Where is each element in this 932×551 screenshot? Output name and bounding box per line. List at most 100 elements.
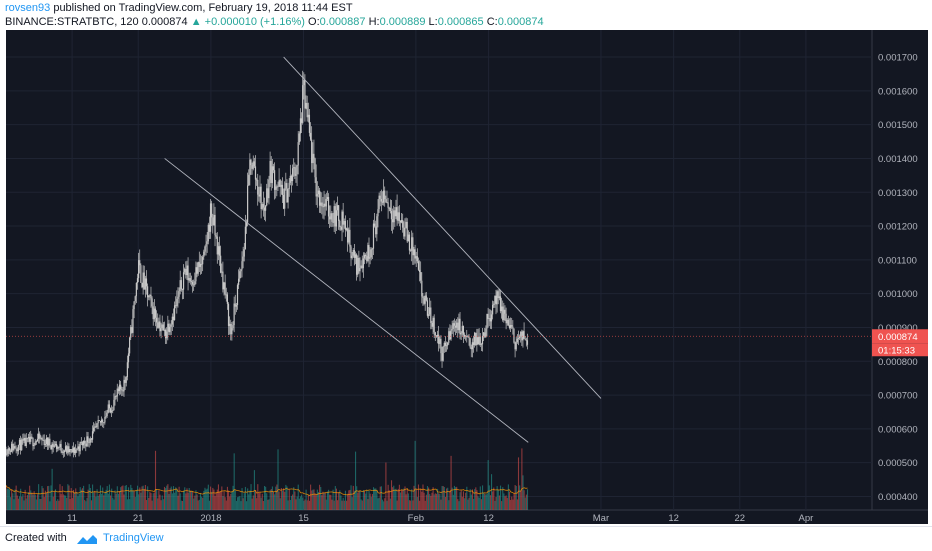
volume-bar: [313, 489, 315, 510]
volume-bar: [195, 490, 197, 510]
candle-body: [200, 263, 203, 265]
candle-body: [52, 443, 54, 447]
candle-body: [493, 303, 495, 305]
volume-bar: [426, 486, 429, 510]
candle-body: [205, 244, 207, 247]
volume-bar: [41, 485, 43, 510]
candle-body: [63, 450, 66, 453]
lower-trendline[interactable]: [164, 158, 529, 443]
candle-body: [488, 318, 490, 319]
candle-body: [202, 256, 204, 265]
volume-bar: [385, 462, 387, 510]
y-tick-label: 0.001700: [878, 53, 918, 64]
candle-body: [471, 342, 473, 350]
candle-body: [231, 328, 233, 335]
volume-bar: [112, 497, 114, 510]
candle-body: [316, 194, 318, 197]
candle-body: [114, 396, 116, 400]
volume-bar: [217, 484, 220, 510]
change-value: +0.000010 (+1.16%): [204, 16, 305, 28]
volume-bar: [413, 485, 415, 510]
volume-bar: [343, 500, 345, 510]
volume-bar: [341, 500, 343, 510]
candle-body: [104, 417, 106, 423]
chart-area[interactable]: 0.001700 0.001600 0.001500 0.001400 0.001300…: [6, 30, 928, 524]
volume-bar: [105, 489, 107, 510]
volume-bar: [305, 489, 307, 510]
volume-bar: [222, 496, 224, 510]
volume-bar: [89, 487, 91, 510]
volume-bar: [279, 498, 281, 510]
volume-bar: [144, 484, 146, 510]
volume-bar: [434, 493, 436, 510]
candle-body: [142, 272, 144, 288]
volume-bar: [460, 490, 462, 510]
candle-body: [160, 328, 162, 332]
candle-body: [153, 308, 155, 320]
volume-bar: [423, 492, 425, 510]
volume-bar: [250, 484, 252, 510]
candle-body: [138, 260, 140, 279]
price-scale[interactable]: [872, 30, 928, 510]
candle-body: [245, 222, 248, 227]
tradingview-brand-link[interactable]: TradingView: [103, 532, 164, 544]
volume-bar: [438, 493, 440, 510]
x-tick-label: 22: [734, 513, 745, 524]
candle-body: [411, 237, 413, 251]
time-scale[interactable]: [6, 510, 928, 524]
volume-bar: [241, 488, 243, 510]
candle-body: [95, 426, 97, 428]
candle-body: [423, 298, 425, 304]
candle-body: [241, 261, 243, 270]
candle-body: [44, 443, 46, 446]
volume-bar: [177, 495, 179, 510]
volume-bar: [296, 496, 298, 510]
candle-body: [286, 183, 288, 203]
y-tick-label: 0.000500: [878, 458, 918, 469]
candle-body: [27, 437, 30, 439]
candle-body: [54, 444, 57, 446]
volume-bar: [297, 484, 299, 510]
publish-line: rovsen93 published on TradingView.com, F…: [5, 2, 353, 14]
candle-body: [521, 331, 523, 341]
volume-bar: [190, 491, 193, 510]
candle-body: [322, 206, 324, 208]
candle-body: [26, 437, 28, 439]
candle-body: [352, 249, 354, 256]
candle-body: [253, 161, 255, 167]
volume-bar: [113, 499, 115, 510]
upper-trendline[interactable]: [283, 56, 602, 399]
symbol-label[interactable]: BINANCE:STRATBTC, 120: [5, 16, 139, 28]
volume-bar: [156, 489, 158, 510]
volume-bar: [334, 486, 336, 510]
x-tick-label: 21: [133, 513, 144, 524]
volume-bar: [81, 488, 84, 510]
candle-series[interactable]: [6, 70, 529, 458]
volume-bar: [23, 500, 25, 510]
volume-bar: [513, 494, 515, 510]
volume-bar: [456, 486, 458, 510]
candle-body: [238, 278, 240, 286]
volume-bar: [347, 493, 349, 510]
candle-body: [305, 102, 307, 109]
candle-body: [425, 295, 427, 301]
volume-bar: [198, 499, 200, 510]
volume-bar: [52, 496, 54, 510]
candle-body: [102, 419, 104, 423]
author-link[interactable]: rovsen93: [5, 2, 51, 14]
candle-body: [189, 278, 191, 282]
candle-body: [196, 267, 198, 274]
volume-bar: [162, 499, 164, 510]
candle-body: [470, 347, 472, 350]
candle-body: [61, 451, 63, 453]
candle-body: [502, 306, 504, 321]
candle-body: [450, 330, 452, 340]
candle-body: [459, 318, 461, 335]
volume-bar: [7, 488, 9, 510]
candle-body: [358, 257, 360, 272]
price-chart[interactable]: 0.001700 0.001600 0.001500 0.001400 0.001300…: [6, 30, 928, 524]
volume-bar: [110, 495, 112, 510]
candle-body: [272, 166, 275, 171]
y-tick-label: 0.001400: [878, 154, 918, 165]
x-tick-label: 12: [483, 513, 494, 524]
